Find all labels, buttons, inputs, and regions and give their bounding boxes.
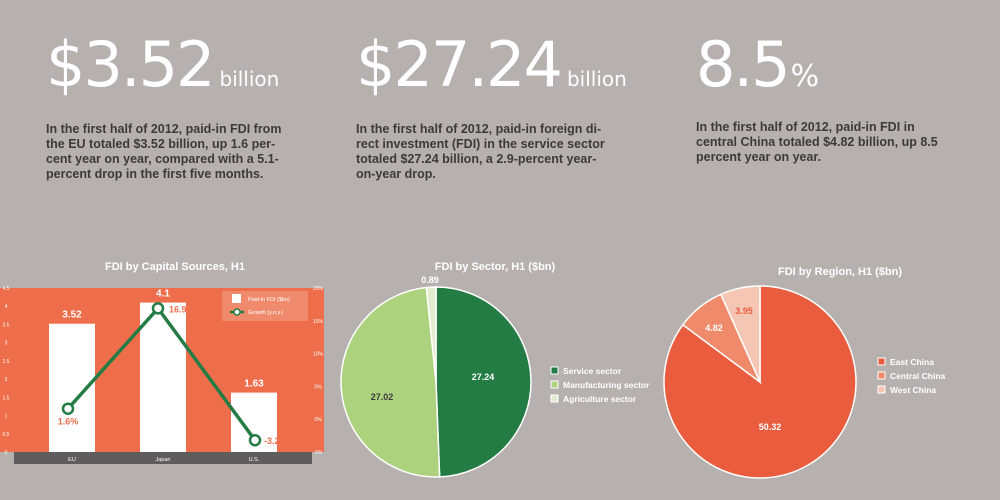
y-tick-label: 4 (5, 304, 8, 310)
x-tick-label: EU (68, 457, 76, 463)
y-tick-label: 1 (5, 414, 8, 420)
pie-value-label: 27.24 (472, 372, 495, 382)
stat-eu-fdi: $3.52 billion In the first half of 2012, … (46, 30, 281, 182)
chart-title: FDI by Capital Sources, H1 (105, 261, 245, 273)
y2-tick-label: 5% (314, 384, 322, 390)
stat-central-china: 8.5% In the first half of 2012, paid-in … (696, 30, 938, 165)
pie-slice (719, 285, 761, 383)
legend-swatch-bar (232, 294, 241, 303)
stat-description: In the first half of 2012, paid-in FDI i… (696, 120, 938, 164)
growth-point (61, 402, 75, 415)
stat-unit: billion (219, 67, 280, 91)
legend-label: Paid-in FDI ($bn) (248, 297, 290, 303)
legend-label: Growth (y.o.y.) (248, 310, 283, 316)
y-tick-label: 2.5 (3, 359, 10, 365)
legend-swatch (877, 357, 886, 366)
growth-label: 16.9% (169, 304, 195, 314)
stat-service-fdi: $27.24 billion In the first half of 2012,… (356, 30, 627, 182)
bar (140, 302, 186, 452)
right-axis-band (312, 288, 324, 452)
stat-value: $3.52 billion (46, 28, 280, 101)
legend-swatch (877, 385, 886, 394)
bar-value-label: 4.1 (156, 289, 170, 300)
legend-label: Service sector (563, 366, 622, 376)
legend-label: West China (890, 385, 936, 395)
y-tick-label: 2 (5, 377, 8, 383)
bar-value-label: 1.63 (244, 379, 264, 390)
y2-tick-label: 20% (313, 286, 324, 292)
y-tick-label: 3.5 (3, 322, 10, 328)
stat-description: In the first half of 2012, paid-in FDI f… (46, 122, 282, 181)
y-tick-label: 0.5 (3, 432, 10, 438)
x-tick-label: Japan (156, 457, 171, 463)
pie-value-label: 4.82 (705, 323, 723, 333)
growth-point (248, 433, 262, 447)
growth-label: -3.2% (264, 436, 288, 446)
y-tick-label: 4.5 (3, 286, 10, 292)
x-tick-label: U.S. (249, 457, 260, 463)
growth-label: 1.6% (58, 417, 79, 427)
legend-swatch (550, 394, 559, 403)
growth-point (151, 302, 165, 315)
stat-description: In the first half of 2012, paid-in forei… (356, 122, 605, 181)
y-tick-label: 3 (5, 341, 8, 347)
y2-tick-label: 0% (314, 417, 322, 423)
legend-swatch-point (233, 308, 241, 316)
legend-label: East China (890, 357, 934, 367)
bar-value-label: 3.52 (62, 310, 82, 321)
legend-swatch (877, 371, 886, 380)
legend-label: Agriculture sector (563, 394, 637, 404)
y2-tick-label: 10% (313, 352, 324, 358)
stat-value: $27.24 billion (356, 28, 627, 101)
y2-tick-label: 15% (313, 319, 324, 325)
y-tick-label: 1.5 (3, 395, 10, 401)
chart-title: FDI by Sector, H1 ($bn) (435, 261, 556, 273)
chart-title: FDI by Region, H1 ($bn) (778, 266, 902, 278)
stat-value: 8.5% (696, 28, 820, 101)
legend-label: Central China (890, 371, 946, 381)
legend-label: Manufacturing sector (563, 380, 650, 390)
pie-value-label: 27.02 (371, 392, 394, 402)
stat-unit: billion (566, 67, 627, 91)
pie-slice (425, 286, 437, 383)
stat-unit: % (790, 59, 820, 94)
x-axis-band (14, 452, 312, 464)
left-axis-band (0, 288, 14, 452)
legend-swatch (550, 380, 559, 389)
y-tick-label: 0 (5, 450, 8, 456)
pie-value-label: 3.95 (735, 306, 753, 316)
pie-slice (435, 286, 532, 478)
pie-value-label: 0.89 (421, 275, 439, 285)
legend-swatch (550, 366, 559, 375)
y2-tick-label: -5% (314, 450, 323, 456)
pie-slice (340, 286, 441, 478)
pie-value-label: 50.32 (759, 422, 782, 432)
